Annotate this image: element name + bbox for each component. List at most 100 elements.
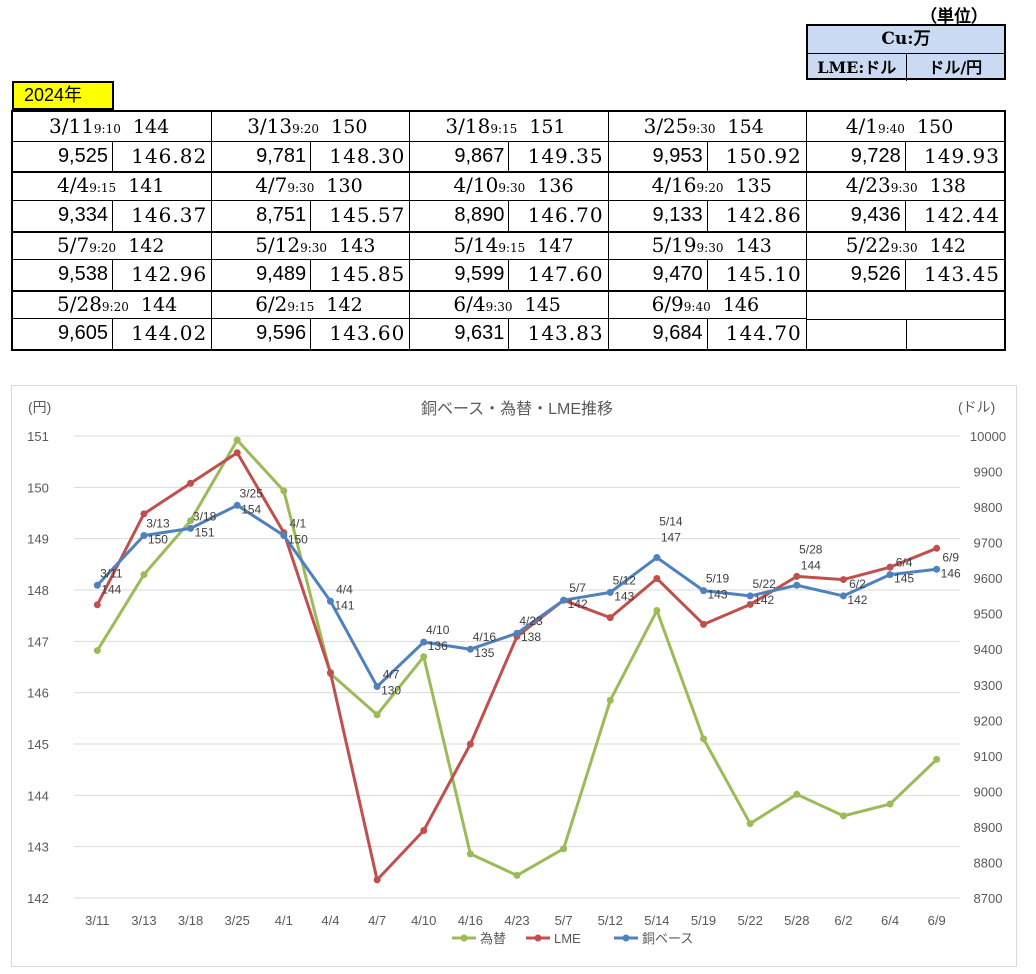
cell-date: 5/12: [255, 232, 301, 257]
cell-copper: 130: [314, 175, 363, 198]
cell-date: 4/7: [255, 173, 288, 198]
table-col-divider: [805, 112, 807, 349]
cell-time: 9:20: [696, 181, 724, 196]
table-row-divider: [13, 171, 1004, 174]
cell-fx: 149.35: [527, 143, 604, 168]
data-point: [793, 572, 801, 580]
cell-header: 6/99:40 146: [607, 290, 806, 320]
data-point: [746, 600, 754, 608]
data-label-value: 144: [101, 582, 121, 596]
cell-values: 9,489 145.85: [211, 260, 409, 290]
cell-copper: 142: [116, 234, 165, 257]
data-point: [326, 669, 334, 677]
cell-lme: 9,526: [806, 260, 906, 290]
cell-lme: 9,599: [409, 260, 510, 290]
x-tick-label: 5/7: [555, 913, 573, 928]
data-point: [93, 601, 101, 609]
cell-copper: 154: [715, 116, 764, 138]
cell-fx: 145.57: [329, 202, 406, 227]
cell-time: 9:30: [696, 240, 724, 255]
y-tick-left: 144: [27, 788, 49, 803]
cell-fx: 144.02: [131, 321, 208, 346]
y-tick-right: 9700: [974, 536, 1003, 551]
data-point: [839, 812, 847, 820]
data-label-date: 6/9: [942, 550, 959, 564]
data-point: [793, 581, 801, 589]
y-tick-right: 8700: [974, 891, 1003, 906]
data-point: [420, 826, 428, 834]
data-label-value: 144: [801, 558, 821, 572]
y-tick-left: 145: [27, 737, 49, 752]
cell-time: 9:30: [890, 240, 918, 255]
cell-fx: 146.70: [527, 202, 604, 227]
data-label-value: 143: [614, 589, 634, 603]
cell-lme: 9,133: [608, 200, 708, 231]
cell-lme: 9,781: [211, 141, 312, 172]
cell-copper: 143: [327, 234, 376, 257]
cell-lme: 9,631: [409, 319, 510, 349]
data-point: [233, 501, 241, 509]
cell-date: 3/13: [247, 114, 293, 138]
cell-time: 9:30: [498, 181, 526, 196]
y-tick-left: 151: [27, 429, 49, 444]
y-tick-left: 149: [27, 532, 49, 547]
cell-lme: 9,605: [13, 319, 113, 349]
cell-time: 9:30: [287, 181, 315, 196]
legend-marker: [622, 934, 630, 942]
cell-time: 9:20: [89, 240, 117, 255]
data-point: [700, 587, 708, 595]
data-point: [933, 565, 941, 573]
cell-time: 9:15: [498, 240, 526, 255]
y-tick-right: 9800: [974, 500, 1003, 515]
data-label-date: 5/12: [613, 573, 637, 587]
cell-lme: 9,538: [13, 260, 113, 290]
table-cell: 5/289:20 144 9,605 144.02: [13, 290, 212, 349]
y-tick-right: 9100: [974, 749, 1003, 764]
cell-fx: 142.44: [924, 202, 1000, 227]
data-label-value: 142: [568, 597, 588, 611]
cell-header: 6/29:15 142: [211, 290, 410, 320]
cell-header: 4/169:20 135: [607, 171, 806, 201]
x-tick-label: 5/22: [738, 913, 763, 928]
y-tick-left: 147: [27, 634, 49, 649]
y-tick-left: 146: [27, 686, 49, 701]
cell-date: 6/9: [651, 291, 684, 316]
cell-copper: 142: [917, 234, 967, 257]
data-point: [140, 510, 148, 518]
cell-time: 9:30: [485, 299, 513, 314]
cell-values: 9,334 146.37: [13, 200, 211, 231]
data-label-value: 147: [661, 531, 681, 545]
data-point: [606, 696, 614, 704]
data-point: [280, 532, 288, 540]
cell-values: 9,781 148.30: [211, 141, 409, 172]
data-point: [933, 544, 941, 552]
data-label-value: 151: [195, 525, 215, 539]
x-tick-label: 3/13: [131, 913, 156, 928]
x-tick-label: 4/4: [321, 913, 339, 928]
table-cell: 4/169:20 135 9,133 142.86: [607, 171, 806, 231]
x-tick-label: 5/12: [598, 913, 623, 928]
unit-fx: ドル/円: [928, 58, 983, 77]
cell-copper: 147: [525, 234, 574, 257]
price-table: 3/119:10 144 9,525 146.82 3/139:20 150 9,781…: [11, 110, 1006, 351]
y-tick-right: 9300: [974, 678, 1003, 693]
cell-copper: 142: [314, 293, 363, 316]
x-tick-label: 6/4: [881, 913, 899, 928]
cell-fx: 146.37: [131, 202, 208, 227]
table-col-divider: [211, 112, 213, 349]
chart-frame: 銅ベース・為替・LME推移 (円) (ドル) 142 143 144 145 146 147 14…: [11, 385, 1017, 967]
cell-lme: 9,470: [608, 260, 708, 290]
cell-values: 8,751 145.57: [211, 200, 409, 231]
cell-header: 4/79:30 130: [211, 171, 410, 201]
data-point: [886, 800, 894, 808]
data-point: [420, 638, 428, 646]
cell-values: 9,953 150.92: [608, 141, 806, 172]
cell-copper: 145: [512, 293, 561, 316]
table-cell: 3/139:20 150 9,781 148.30: [211, 112, 410, 172]
cell-lme: 9,867: [409, 141, 510, 172]
data-point: [839, 592, 847, 600]
table-cell: 5/229:30 142 9,526 143.45: [805, 231, 1004, 290]
data-label-date: 4/4: [336, 582, 353, 596]
data-point: [373, 711, 381, 719]
cell-copper: 150: [319, 116, 368, 138]
